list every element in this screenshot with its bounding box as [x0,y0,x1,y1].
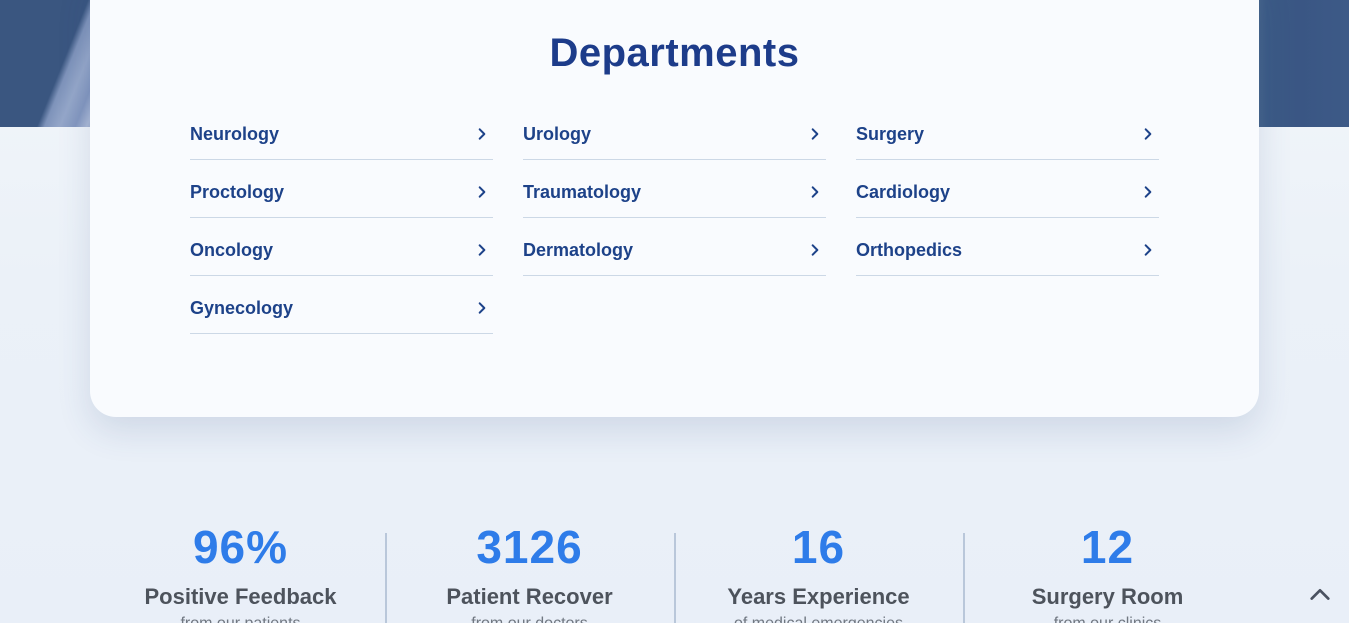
chevron-right-icon [1144,186,1152,198]
chevron-right-icon [478,186,486,198]
chevron-right-icon [478,244,486,256]
chevron-right-icon [478,128,486,140]
department-link-cardiology[interactable]: Cardiology [856,180,1159,218]
department-label: Traumatology [523,182,642,202]
departments-column-2: Urology Traumatology Dermatology [523,122,826,354]
stat-divider [963,533,965,623]
chevron-right-icon [811,128,819,140]
department-link-oncology[interactable]: Oncology [190,238,493,276]
stat-value: 3126 [476,521,583,573]
stat-value: 96% [192,521,289,573]
stat-label: Positive Feedback [144,584,337,609]
chevron-right-icon [811,244,819,256]
departments-column-1: Neurology Proctology Oncology Gynecology [190,122,493,354]
department-link-neurology[interactable]: Neurology [190,122,493,160]
department-link-orthopedics[interactable]: Orthopedics [856,238,1159,276]
stat-label: Surgery Room [1031,584,1184,609]
departments-grid: Neurology Proctology Oncology Gynecology… [190,122,1159,354]
stat-sublabel: from our doctors [385,614,674,623]
stat-divider [385,533,387,623]
department-label: Orthopedics [856,240,963,260]
stat-divider [674,533,676,623]
chevron-right-icon [1144,128,1152,140]
department-link-dermatology[interactable]: Dermatology [523,238,826,276]
department-link-gynecology[interactable]: Gynecology [190,296,493,334]
department-link-traumatology[interactable]: Traumatology [523,180,826,218]
stats-section: 96% Positive Feedback from our patients … [96,524,1252,623]
chevron-right-icon [811,186,819,198]
stat-positive-feedback: 96% Positive Feedback from our patients [96,524,385,623]
department-label: Dermatology [523,240,634,260]
chevron-right-icon [478,302,486,314]
department-link-surgery[interactable]: Surgery [856,122,1159,160]
department-label: Oncology [190,240,274,260]
chevron-right-icon [1144,244,1152,256]
stat-surgery-room: 12 Surgery Room from our clinics [963,524,1252,623]
department-link-urology[interactable]: Urology [523,122,826,160]
departments-title: Departments [549,31,800,75]
department-label: Neurology [190,124,280,144]
departments-column-3: Surgery Cardiology Orthopedics [856,122,1159,354]
stat-label: Patient Recover [446,584,613,609]
stat-sublabel: of medical emergencies [674,614,963,623]
department-label: Urology [523,124,592,144]
stat-sublabel: from our clinics [963,614,1252,623]
department-label: Cardiology [856,182,951,202]
department-label: Gynecology [190,298,294,318]
department-label: Proctology [190,182,285,202]
department-label: Surgery [856,124,925,144]
stat-patient-recover: 3126 Patient Recover from our doctors [385,524,674,623]
stat-value: 16 [791,521,846,573]
stat-years-experience: 16 Years Experience of medical emergenci… [674,524,963,623]
stat-sublabel: from our patients [96,614,385,623]
stat-value: 12 [1080,521,1135,573]
scroll-to-top-button[interactable] [1306,580,1334,608]
departments-card: Departments Neurology Proctology Oncolog… [90,0,1259,417]
department-link-proctology[interactable]: Proctology [190,180,493,218]
stat-label: Years Experience [727,584,910,609]
chevron-up-icon [1310,588,1330,600]
